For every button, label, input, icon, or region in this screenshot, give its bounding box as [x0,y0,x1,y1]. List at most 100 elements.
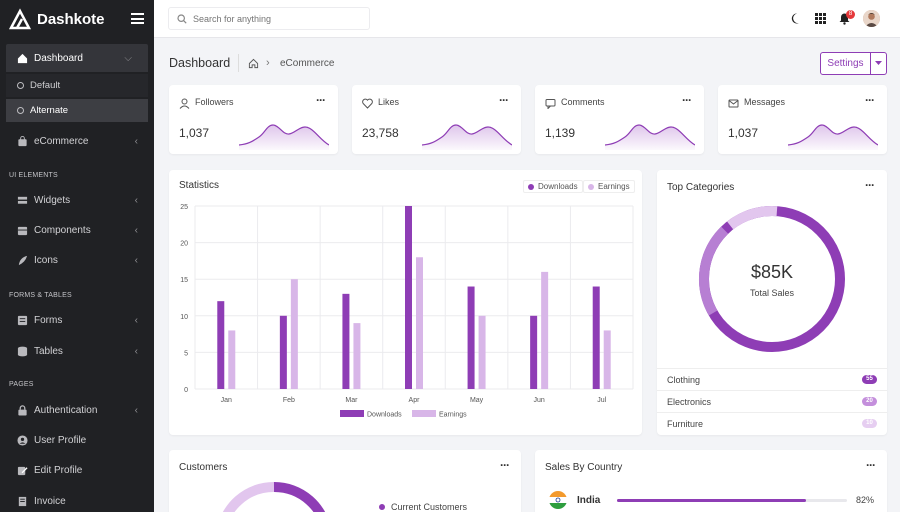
home-icon [17,53,28,63]
lock-icon [18,404,27,416]
donut-segment-current [273,481,326,512]
more-options-icon[interactable]: ··· [499,93,509,107]
stat-value: 1,139 [545,126,576,140]
card-title: Sales By Country [545,462,623,473]
more-options-icon[interactable]: ··· [865,178,875,192]
chevron-right-icon: › [266,57,270,69]
x-tick-label: Apr [409,397,421,404]
bar-earnings [603,330,611,389]
sidebar-subitem-alternate[interactable]: Alternate [6,99,148,122]
customers-card: Customers ··· Current Customers [169,450,521,512]
settings-dropdown-toggle[interactable] [871,53,886,74]
stat-label: Comments [561,97,605,107]
category-row-electronics[interactable]: Electronics 20 [657,390,887,412]
donut-total-label: Total Sales [749,288,795,298]
stat-card-comments: Comments ··· 1,139 [535,85,704,154]
sidebar-item-label: Edit Profile [34,464,83,476]
sidebar-item-user-profile[interactable]: User Profile [0,426,154,454]
section-heading-ui: UI ELEMENTS [9,172,58,179]
donut-total: $85K [750,262,794,282]
x-tick-label: Jan [221,397,232,404]
bar-downloads [530,315,538,389]
chevron-left-icon: ‹ [134,314,138,326]
bar-earnings [353,323,361,389]
settings-button-group: Settings [820,52,887,75]
heart-icon [362,98,373,109]
legend-label: Current Customers [391,502,468,512]
user-icon [179,98,190,109]
top-categories-card: Top Categories ··· $85K Total Sales Clot… [657,170,887,435]
y-tick-label: 10 [180,314,188,321]
card-title: Customers [179,462,228,473]
chevron-left-icon: ‹ [134,194,138,206]
breadcrumb-current[interactable]: eCommerce [280,58,335,69]
sidebar-item-label: Forms [34,314,63,326]
chevron-left-icon: ‹ [134,404,138,416]
more-options-icon[interactable]: ··· [866,458,876,472]
search-box[interactable] [168,7,370,30]
sidebar-item-tables[interactable]: Tables ‹ [0,337,154,365]
sales-by-country-card: Sales By Country ··· India 82% [535,450,887,512]
sidebar-item-widgets[interactable]: Widgets ‹ [0,186,154,214]
category-name: Electronics [667,396,712,407]
brand[interactable]: Dashkote [0,0,154,38]
bar-downloads [592,286,600,389]
sidebar-item-ecommerce[interactable]: eCommerce ‹ [0,127,154,155]
search-input[interactable] [193,13,363,24]
sidebar-item-label: User Profile [34,434,87,446]
legend-dot [528,183,534,190]
menu-toggle-icon[interactable] [131,13,144,24]
category-row-furniture[interactable]: Furniture 10 [657,412,887,434]
sparkline-chart [239,124,329,150]
india-flag-icon [549,491,567,509]
more-options-icon[interactable]: ··· [865,93,875,107]
country-progress-track [617,499,847,502]
bar-downloads [217,301,225,389]
sidebar-item-edit-profile[interactable]: Edit Profile [0,456,154,484]
stat-label: Followers [195,97,234,107]
avatar[interactable] [863,10,880,27]
customers-donut-chart [222,481,326,512]
sidebar-item-label: Authentication [34,404,98,416]
sidebar-item-label: Components [34,224,91,236]
comment-icon [545,99,556,109]
circle-icon [17,82,24,89]
y-tick-label: 0 [184,387,188,394]
sidebar-item-label: Widgets [34,194,71,206]
country-percent: 82% [856,495,875,505]
sidebar-item-icons[interactable]: Icons ‹ [0,246,154,274]
sidebar-item-dashboard[interactable]: Dashboard ⌵ [6,44,148,72]
sidebar-item-components[interactable]: Components ‹ [0,216,154,244]
sidebar-item-label: Tables [34,345,63,357]
legend-earnings[interactable]: Earnings [583,180,635,193]
circle-icon [17,107,24,114]
settings-button[interactable]: Settings [821,53,871,74]
category-row-clothing[interactable]: Clothing 55 [657,368,887,390]
more-options-icon[interactable]: ··· [500,458,510,472]
database-icon [17,346,28,356]
sidebar-item-forms[interactable]: Forms ‹ [0,306,154,334]
more-options-icon[interactable]: ··· [682,93,692,107]
donut-segment-new [222,481,275,512]
legend-current-customers[interactable]: Current Customers [379,502,467,512]
statistics-card: Statistics Downloads Earnings 0 5 10 15 20 25… [169,170,642,435]
moon-icon[interactable] [790,12,803,25]
legend-label: Downloads [367,412,402,419]
stat-value: 23,758 [362,126,399,140]
card-title: Statistics [179,180,220,191]
apps-grid-icon[interactable] [814,12,827,25]
category-name: Furniture [667,418,704,429]
sidebar-subitem-default[interactable]: Default [6,74,148,97]
chevron-left-icon: ‹ [134,345,138,357]
legend-downloads[interactable]: Downloads [523,180,583,193]
sidebar-item-label: eCommerce [34,135,89,147]
card-title: Top Categories [667,182,735,193]
legend-dot [588,183,594,190]
more-options-icon[interactable]: ··· [316,93,326,107]
donut-chart [699,205,845,352]
stat-card-followers: Followers ··· 1,037 [169,85,338,154]
legend-label: Earnings [439,412,467,419]
home-icon[interactable] [248,58,259,69]
sidebar-item-invoice[interactable]: Invoice [0,487,154,512]
sidebar-item-authentication[interactable]: Authentication ‹ [0,396,154,424]
